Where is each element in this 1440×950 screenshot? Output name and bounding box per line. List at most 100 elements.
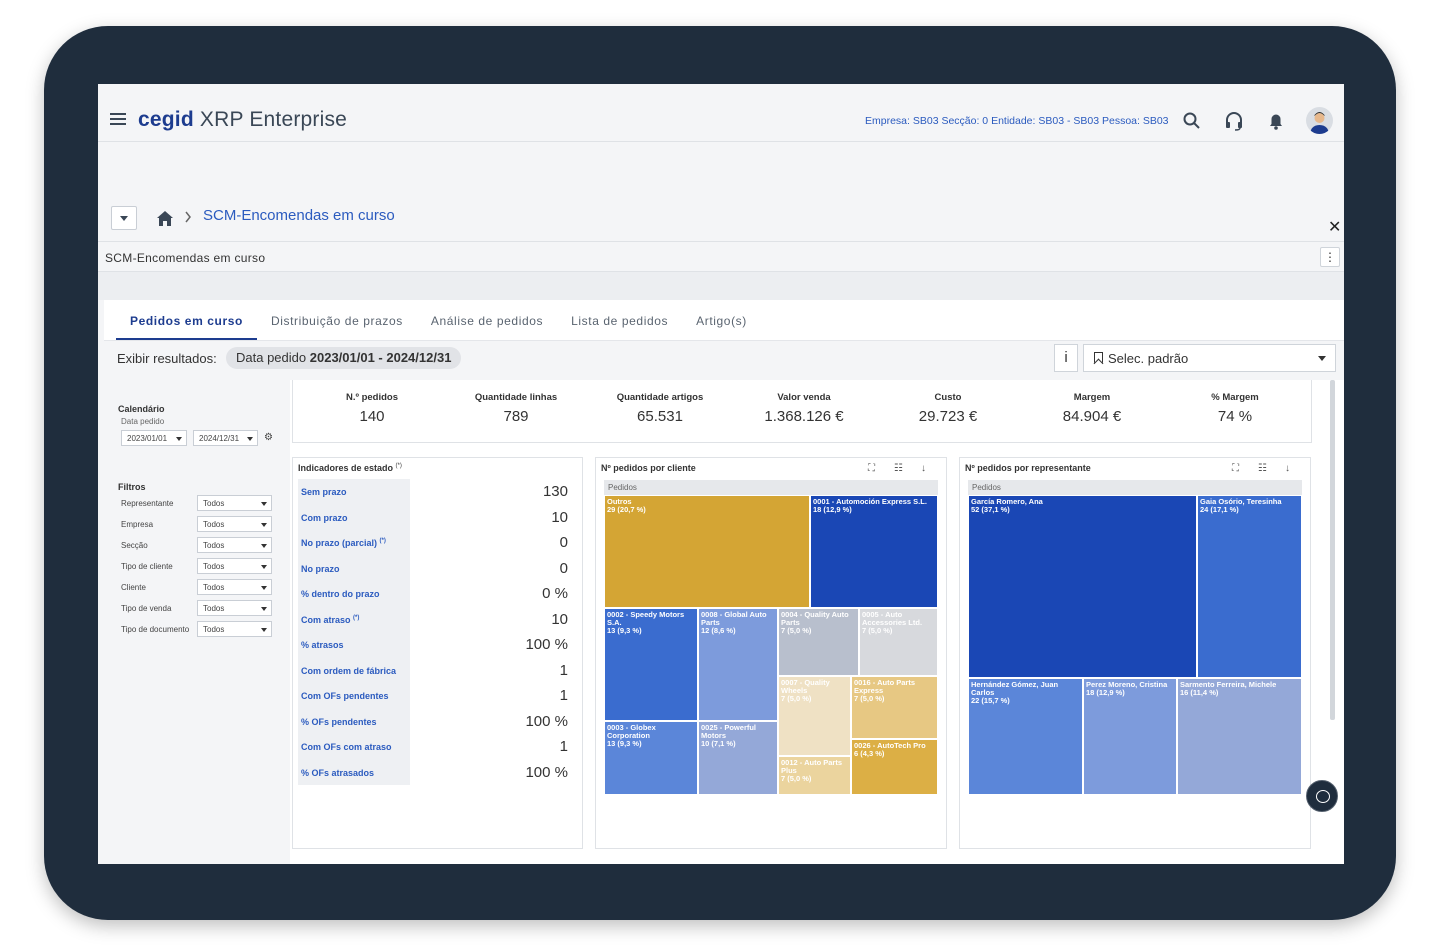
status-name-cell[interactable]: % OFs pendentes <box>301 717 377 727</box>
filter-tipo-documento-select[interactable]: Todos <box>197 621 272 637</box>
gear-icon[interactable]: ⚙ <box>264 432 273 443</box>
status-name-cell[interactable]: Com ordem de fábrica <box>301 666 396 676</box>
breadcrumb-toggle-button[interactable] <box>111 206 137 230</box>
treemap-cell-value: 10 (7,1 %) <box>701 739 736 748</box>
tab-artigos[interactable]: Artigo(s) <box>696 314 747 328</box>
treemap-cell-name: 0003 - Globex Corporation <box>607 723 656 740</box>
status-row: Com OFs pendentes 1 <box>293 683 578 708</box>
vertical-scrollbar[interactable] <box>1330 380 1335 720</box>
kpi-strip: N.º pedidos 140 Quantidade linhas 789 Quan… <box>292 380 1312 443</box>
treemap-cell-value: 7 (5,0 %) <box>781 626 812 635</box>
treemap-cell-name: 0025 - Powerful Motors <box>701 723 757 740</box>
status-row: Com ordem de fábrica 1 <box>293 658 578 683</box>
status-name-cell[interactable]: Sem prazo <box>301 487 347 497</box>
status-name[interactable]: % dentro do prazo <box>301 589 380 599</box>
status-name[interactable]: No prazo (parcial) <box>301 538 378 548</box>
status-row: % OFs pendentes 100 % <box>293 709 578 734</box>
treemap-cell[interactable]: 0004 - Quality Auto Parts 7 (5,0 %) <box>778 608 859 676</box>
kpi-valor-venda: Valor venda 1.368.126 € <box>739 392 869 425</box>
tab-analise-de-pedidos[interactable]: Análise de pedidos <box>430 314 544 328</box>
status-row: Com OFs com atraso 1 <box>293 734 578 759</box>
treemap-cell[interactable]: 0007 - Quality Wheels 7 (5,0 %) <box>778 676 851 756</box>
treemap-cell[interactable]: Outros 29 (20,7 %) <box>604 495 810 608</box>
kpi-pedidos: N.º pedidos 140 <box>307 392 437 425</box>
headset-icon[interactable] <box>1223 110 1245 132</box>
status-name-cell[interactable]: % dentro do prazo <box>301 589 380 599</box>
treemap-cell[interactable]: 0002 - Speedy Motors S.A. 13 (9,3 %) <box>604 608 698 721</box>
status-name-cell[interactable]: No prazo (parcial) (*) <box>301 538 386 548</box>
treemap-cell[interactable]: 0001 - Automoción Express S.L. 18 (12,9 %… <box>810 495 938 608</box>
kpi-label: Margem <box>1073 392 1111 403</box>
chevron-right-icon <box>185 211 191 223</box>
treemap-cell[interactable]: Hernández Gómez, Juan Carlos 22 (15,7 %) <box>968 678 1083 795</box>
menu-icon[interactable] <box>110 113 126 128</box>
filter-cliente-select[interactable]: Todos <box>197 579 272 595</box>
download-icon[interactable]: ↓ <box>921 463 926 474</box>
status-name-cell[interactable]: Com atraso (*) <box>301 615 359 625</box>
context-info[interactable]: Empresa: SB03 Secção: 0 Entidade: SB03 -… <box>865 115 1169 127</box>
treemap-cell-name: 0008 - Global Auto Parts <box>701 610 767 627</box>
tab-lista-de-pedidos[interactable]: Lista de pedidos <box>571 314 669 328</box>
status-name[interactable]: No prazo <box>301 563 340 574</box>
status-name[interactable]: % OFs pendentes <box>301 716 377 727</box>
date-from-select[interactable]: 2023/01/01 <box>121 430 187 446</box>
filter-tipo-venda-select[interactable]: Todos <box>197 600 272 616</box>
status-name-cell[interactable]: % OFs atrasados <box>301 768 374 778</box>
status-name[interactable]: Com OFs com atraso <box>301 742 392 752</box>
breadcrumb-current[interactable]: SCM-Encomendas em curso <box>203 207 395 224</box>
status-name[interactable]: Com OFs pendentes <box>301 691 389 701</box>
status-name[interactable]: Com atraso <box>301 614 351 625</box>
filter-tipo-cliente-select[interactable]: Todos <box>197 558 272 574</box>
chat-icon[interactable] <box>1306 780 1338 812</box>
status-name-cell[interactable]: Com prazo <box>301 513 348 523</box>
status-name[interactable]: % atrasos <box>301 640 344 650</box>
status-name-cell[interactable]: Com OFs com atraso <box>301 742 392 752</box>
treemap-cell[interactable]: 0025 - Powerful Motors 10 (7,1 %) <box>698 721 778 795</box>
kpi-margem: Margem 84.904 € <box>1027 392 1157 425</box>
status-value: 10 <box>551 610 568 628</box>
treemap-cell-name: Hernández Gómez, Juan Carlos <box>971 680 1059 697</box>
treemap-cell[interactable]: Sarmento Ferreira, Michele 16 (11,4 %) <box>1177 678 1302 795</box>
status-name[interactable]: Com ordem de fábrica <box>301 665 397 676</box>
status-name-cell[interactable]: Com OFs pendentes <box>301 691 389 701</box>
treemap-cell[interactable]: Perez Moreno, Cristina 18 (12,9 %) <box>1083 678 1177 795</box>
rep-treemap: García Romero, Ana 52 (37,1 %) Gaia Osório… <box>968 495 1302 795</box>
expand-icon[interactable]: ⛶ <box>868 463 875 474</box>
status-name[interactable]: Com prazo <box>301 512 348 523</box>
status-name-cell[interactable]: % atrasos <box>301 640 344 650</box>
status-name-cell[interactable]: No prazo <box>301 564 340 574</box>
filter-seccao-select[interactable]: Todos <box>197 537 272 553</box>
status-name[interactable]: % OFs atrasados <box>301 767 375 778</box>
treemap-cell[interactable]: Gaia Osório, Teresinha 24 (17,1 %) <box>1197 495 1302 678</box>
search-icon[interactable] <box>1181 110 1203 132</box>
date-filter-chip[interactable]: Data pedido 2023/01/01 - 2024/12/31 <box>226 347 462 369</box>
download-icon[interactable]: ↓ <box>1285 463 1290 474</box>
results-filter-bar: Exibir resultados: Data pedido 2023/01/0… <box>104 340 1344 380</box>
treemap-cell[interactable]: 0005 - Auto Accessories Ltd. 7 (5,0 %) <box>859 608 938 676</box>
more-options-button[interactable]: ⋮ <box>1320 247 1340 267</box>
close-icon[interactable]: ✕ <box>1328 219 1342 236</box>
tab-pedidos-em-curso[interactable]: Pedidos em curso <box>116 300 257 340</box>
filter-row: Cliente Todos <box>121 579 273 595</box>
info-button[interactable]: i <box>1054 344 1078 372</box>
treemap-cell[interactable]: 0026 - AutoTech Pro 6 (4,3 %) <box>851 739 938 795</box>
treemap-cell[interactable]: 0012 - Auto Parts Plus 7 (5,0 %) <box>778 756 851 795</box>
expand-icon[interactable]: ⛶ <box>1232 463 1239 474</box>
avatar[interactable] <box>1306 107 1333 134</box>
list-view-icon[interactable]: ☷ <box>894 463 903 474</box>
list-view-icon[interactable]: ☷ <box>1258 463 1267 474</box>
filter-empresa-select[interactable]: Todos <box>197 516 272 532</box>
filter-representante-select[interactable]: Todos <box>197 495 272 511</box>
status-name[interactable]: Sem prazo <box>301 487 347 497</box>
treemap-cell[interactable]: 0003 - Globex Corporation 13 (9,3 %) <box>604 721 698 795</box>
dashboard: N.º pedidos 140 Quantidade linhas 789 Quan… <box>290 380 1344 864</box>
treemap-cell[interactable]: 0016 - Auto Parts Express 7 (5,0 %) <box>851 676 938 739</box>
preset-select[interactable]: Selec. padrão <box>1083 344 1336 372</box>
tab-distribuicao-de-prazos[interactable]: Distribuição de prazos <box>270 314 403 328</box>
treemap-cell[interactable]: García Romero, Ana 52 (37,1 %) <box>968 495 1197 678</box>
bell-icon[interactable] <box>1265 110 1287 132</box>
home-icon[interactable] <box>155 208 175 228</box>
treemap-cell[interactable]: 0008 - Global Auto Parts 12 (8,6 %) <box>698 608 778 721</box>
treemap-cell-name: 0005 - Auto Accessories Ltd. <box>862 610 923 627</box>
date-to-select[interactable]: 2024/12/31 <box>193 430 258 446</box>
